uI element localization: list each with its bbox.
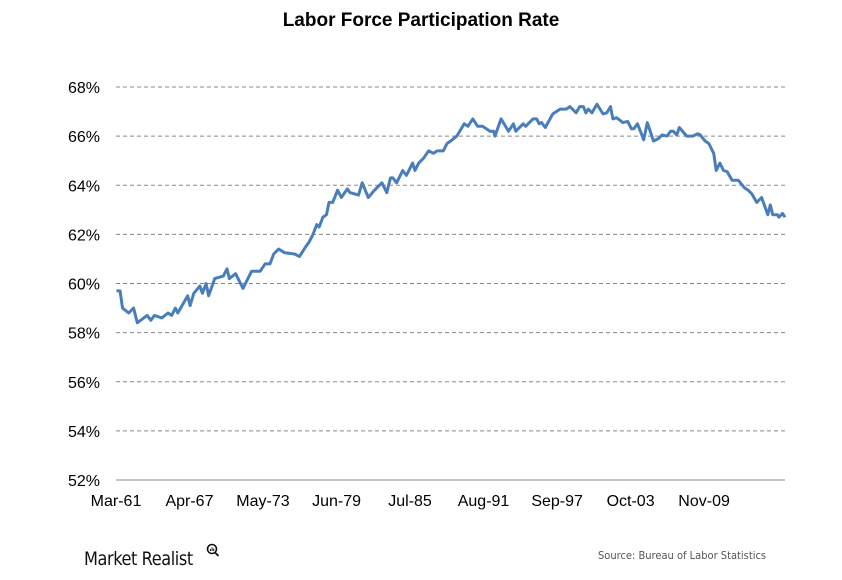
- y-tick-label: 62%: [68, 227, 100, 244]
- y-tick-label: 52%: [68, 473, 100, 490]
- y-tick-label: 56%: [68, 375, 100, 392]
- x-tick-label: Jul-85: [388, 493, 432, 510]
- market-realist-logo: Market Realist: [84, 548, 193, 570]
- y-tick-label: 64%: [68, 178, 100, 195]
- x-tick-label: May-73: [236, 493, 289, 510]
- magnifier-icon: [206, 543, 220, 557]
- y-tick-label: 68%: [68, 80, 100, 97]
- gridlines: [116, 86, 785, 481]
- y-tick-label: 58%: [68, 326, 100, 343]
- x-tick-label: Jun-79: [312, 493, 361, 510]
- y-tick-label: 54%: [68, 424, 100, 441]
- x-tick-label: Oct-03: [607, 493, 655, 510]
- series-line: [116, 102, 787, 325]
- y-tick-label: 66%: [68, 129, 100, 146]
- source-note: Source: Bureau of Labor Statistics: [598, 549, 767, 562]
- x-tick-label: Nov-09: [678, 493, 730, 510]
- x-tick-label: Sep-97: [531, 493, 583, 510]
- x-tick-label: Mar-61: [91, 493, 142, 510]
- x-tick-label: Apr-67: [165, 493, 213, 510]
- y-axis: 52% 54% 56% 58% 60% 62% 64% 66% 68%: [68, 80, 100, 490]
- y-tick-label: 60%: [68, 277, 100, 294]
- chart-title: Labor Force Participation Rate: [282, 10, 560, 31]
- x-axis: Mar-61 Apr-67 May-73 Jun-79 Jul-85 Aug-91 Sep-…: [91, 493, 730, 510]
- x-tick-label: Aug-91: [458, 493, 510, 510]
